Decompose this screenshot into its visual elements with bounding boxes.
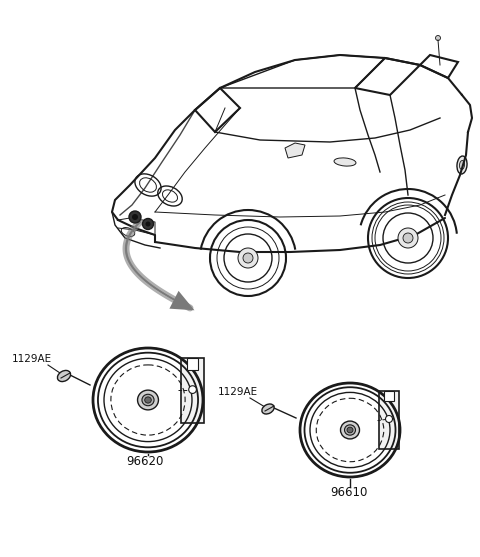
Circle shape <box>132 214 138 220</box>
Bar <box>181 358 204 423</box>
Ellipse shape <box>262 404 274 414</box>
Circle shape <box>238 248 258 268</box>
Ellipse shape <box>138 390 158 410</box>
Ellipse shape <box>459 160 465 169</box>
Circle shape <box>129 211 141 223</box>
Circle shape <box>403 233 413 243</box>
Circle shape <box>398 228 418 248</box>
Polygon shape <box>285 143 305 158</box>
Bar <box>384 392 394 401</box>
Bar <box>379 392 399 449</box>
Ellipse shape <box>58 370 71 382</box>
Ellipse shape <box>91 346 205 454</box>
Circle shape <box>243 253 253 263</box>
Circle shape <box>145 222 151 227</box>
Ellipse shape <box>457 156 467 174</box>
Ellipse shape <box>345 425 356 435</box>
Ellipse shape <box>144 397 151 403</box>
Ellipse shape <box>340 421 360 439</box>
Circle shape <box>385 416 393 422</box>
Polygon shape <box>169 291 194 310</box>
Ellipse shape <box>142 394 154 405</box>
Ellipse shape <box>298 381 402 479</box>
Text: 96620: 96620 <box>126 455 163 468</box>
Circle shape <box>189 386 196 393</box>
Text: 96610: 96610 <box>330 486 367 499</box>
Circle shape <box>143 218 154 229</box>
Circle shape <box>435 36 441 41</box>
Bar <box>187 358 198 370</box>
Ellipse shape <box>334 158 356 166</box>
Text: 1129AE: 1129AE <box>218 387 258 397</box>
Ellipse shape <box>347 427 353 433</box>
Text: 1129AE: 1129AE <box>12 354 52 364</box>
